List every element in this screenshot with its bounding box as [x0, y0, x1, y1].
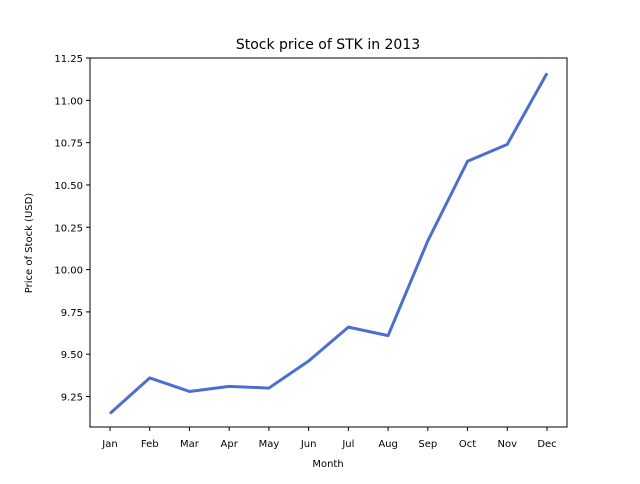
- x-tick-label: Nov: [498, 439, 518, 450]
- series-line-0: [108, 72, 549, 415]
- y-tick-label: 9.50: [61, 350, 83, 361]
- y-tick-label: 10.50: [54, 181, 83, 192]
- x-tick-label: Oct: [459, 439, 476, 450]
- y-tick-label: 9.75: [61, 308, 83, 319]
- y-axis-label: Price of Stock (USD): [24, 193, 35, 294]
- x-tick-label: Dec: [537, 439, 556, 450]
- y-tick-label: 9.25: [61, 393, 83, 404]
- x-tick-label: Feb: [141, 439, 159, 450]
- y-tick-label: 11.00: [54, 96, 83, 107]
- chart-title: Stock price of STK in 2013: [236, 37, 420, 53]
- y-tick-label: 10.75: [54, 139, 83, 150]
- x-tick-label: Jul: [341, 439, 354, 450]
- x-tick-label: Jan: [101, 439, 117, 450]
- x-tick-label: May: [259, 439, 280, 450]
- x-tick-label: Aug: [378, 439, 398, 450]
- x-tick-label: Apr: [221, 439, 239, 450]
- x-tick-label: Sep: [418, 439, 437, 450]
- plot-frame: [89, 57, 568, 428]
- y-tick-label: 10.25: [54, 223, 83, 234]
- y-tick-label: 10.00: [54, 266, 83, 277]
- y-tick-label: 11.25: [54, 54, 83, 65]
- x-tick-label: Jun: [300, 439, 317, 450]
- plot-area: Jan Feb Mar Apr May Jun Jul Aug Sep Oct Nov Dec 9.25…: [54, 54, 568, 450]
- x-tick-label: Mar: [180, 439, 200, 450]
- x-axis-label: Month: [312, 459, 343, 470]
